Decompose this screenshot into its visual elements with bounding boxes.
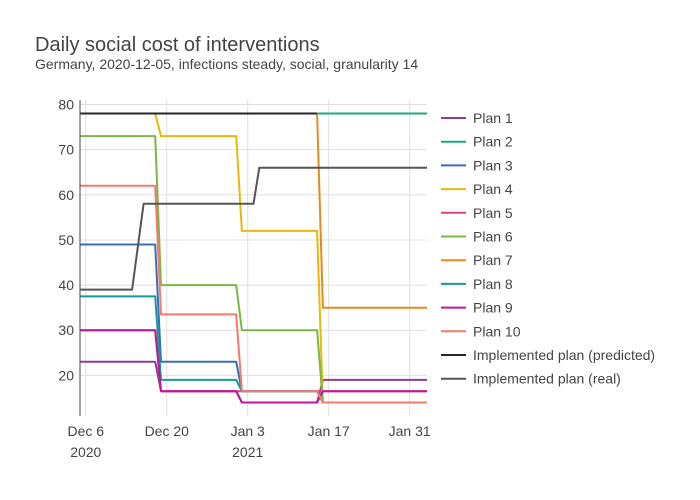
x-tick-label: Jan 31 (389, 423, 431, 439)
legend-item-plan-7[interactable]: Plan 7 (441, 252, 513, 268)
series-line-plan-1 (80, 360, 427, 404)
legend-item-plan-1[interactable]: Plan 1 (441, 110, 513, 126)
legend-label: Plan 3 (473, 157, 513, 173)
x-axis-ticks: Dec 6 2020 Dec 20 Jan 3 2021 Jan 17 Jan 31 (67, 423, 430, 460)
chart-subtitle: Germany, 2020-12-05, infections steady, … (35, 56, 418, 72)
chart-title: Daily social cost of interventions (35, 34, 320, 56)
x-gridlines (85, 100, 411, 416)
legend-item-plan-10[interactable]: Plan 10 (441, 323, 521, 339)
y-tick-label: 20 (58, 367, 74, 383)
legend-label: Plan 2 (473, 134, 513, 150)
legend-item-implemented-plan-real[interactable]: Implemented plan (real) (441, 371, 621, 387)
legend-label: Plan 4 (473, 181, 513, 197)
legend-label: Implemented plan (real) (473, 371, 621, 387)
series-line-plan-5 (80, 329, 427, 393)
x-tick-year-label: 2020 (70, 444, 101, 460)
x-tick-year-label: 2021 (232, 444, 263, 460)
series-line-plan-4 (80, 112, 427, 404)
legend-label: Plan 8 (473, 276, 513, 292)
legend-label: Plan 6 (473, 229, 513, 245)
legend[interactable]: Plan 1 Plan 2 Plan 3 Plan 4 Plan 5 Plan 6 Plan… (441, 110, 655, 387)
legend-label: Plan 1 (473, 110, 513, 126)
legend-label: Implemented plan (predicted) (473, 347, 655, 363)
y-tick-label: 50 (58, 232, 74, 248)
legend-item-implemented-plan-predicted[interactable]: Implemented plan (predicted) (441, 347, 655, 363)
legend-item-plan-4[interactable]: Plan 4 (441, 181, 513, 197)
legend-item-plan-2[interactable]: Plan 2 (441, 134, 513, 150)
y-tick-label: 70 (58, 142, 74, 158)
series-line-plan-10 (80, 184, 427, 404)
y-gridlines (80, 104, 427, 376)
legend-label: Plan 5 (473, 205, 513, 221)
x-tick-label: Jan 17 (308, 423, 350, 439)
y-tick-label: 60 (58, 187, 74, 203)
legend-item-plan-3[interactable]: Plan 3 (441, 157, 513, 173)
series-line-plan-7 (80, 112, 427, 309)
y-tick-label: 80 (58, 97, 74, 113)
y-tick-label: 30 (58, 322, 74, 338)
legend-label: Plan 10 (473, 323, 521, 339)
x-tick-label: Jan 3 (231, 423, 265, 439)
legend-item-plan-5[interactable]: Plan 5 (441, 205, 513, 221)
series-line-plan-3 (80, 243, 427, 404)
y-axis-ticks: 20 30 40 50 60 70 80 (58, 97, 74, 384)
series-line-plan-9 (80, 329, 427, 404)
legend-item-plan-8[interactable]: Plan 8 (441, 276, 513, 292)
series-layer (80, 112, 427, 404)
legend-label: Plan 9 (473, 300, 513, 316)
x-tick-label: Dec 20 (145, 423, 190, 439)
series-line-plan-6 (80, 135, 427, 404)
series-line-plan-8 (80, 295, 427, 404)
legend-item-plan-6[interactable]: Plan 6 (441, 229, 513, 245)
legend-item-plan-9[interactable]: Plan 9 (441, 300, 513, 316)
y-tick-label: 40 (58, 277, 74, 293)
legend-label: Plan 7 (473, 252, 513, 268)
series-line-implemented-plan-real (80, 166, 427, 291)
x-tick-label: Dec 6 (67, 423, 104, 439)
